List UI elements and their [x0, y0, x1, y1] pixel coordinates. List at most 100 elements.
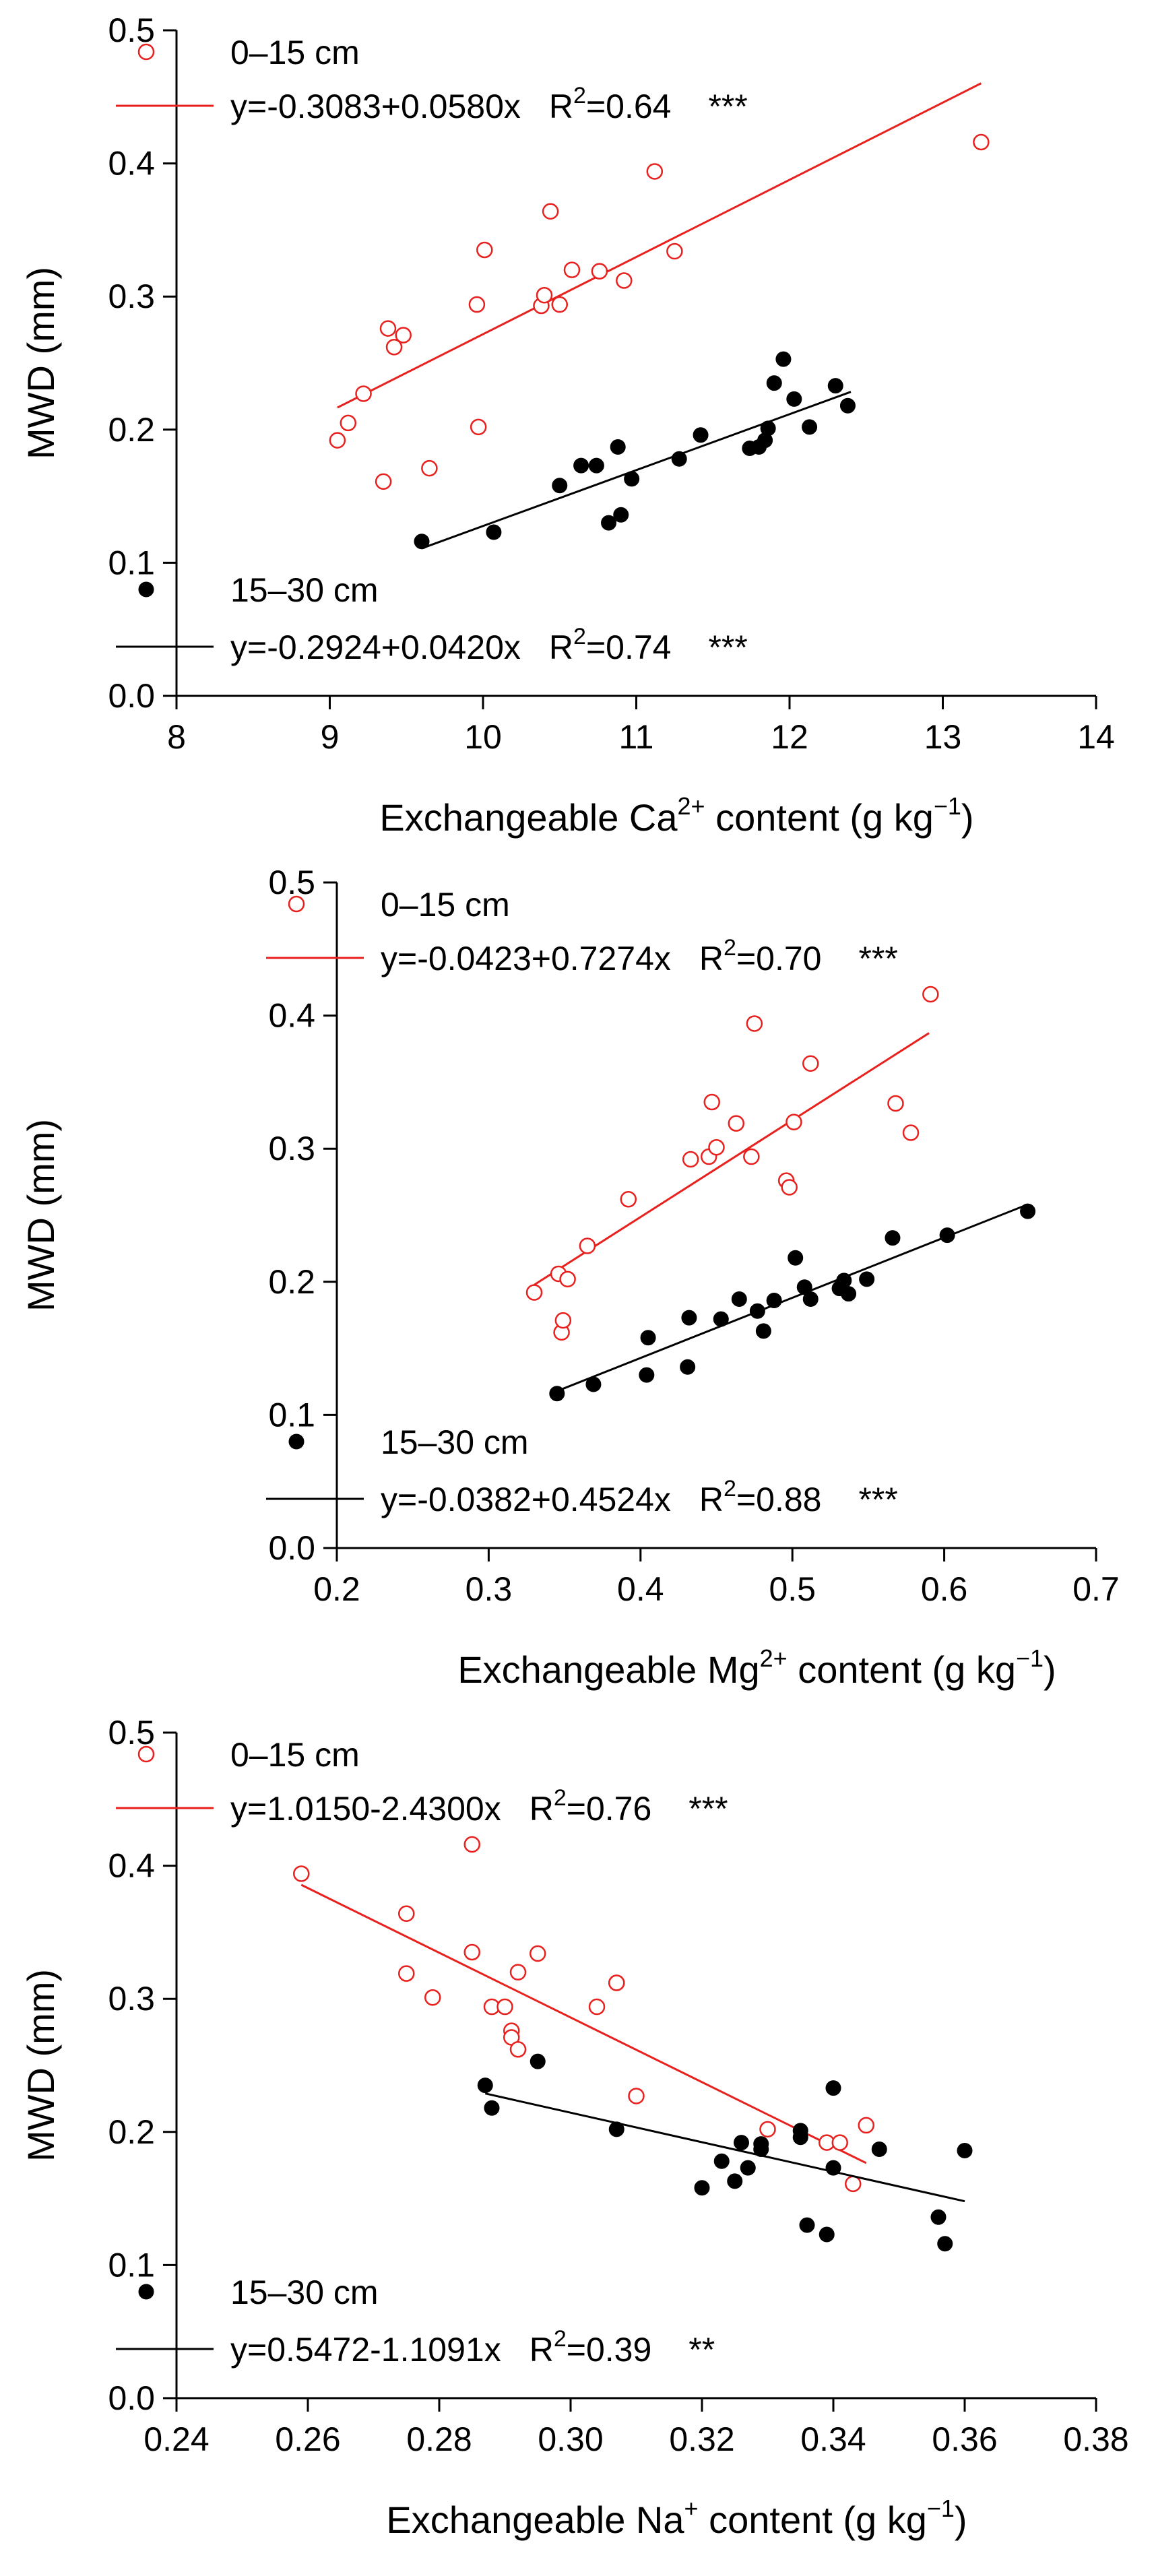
regression-equation: y=-0.3083+0.0580x R2=0.64 *** [230, 83, 748, 125]
data-point [713, 2153, 730, 2169]
data-point [476, 241, 493, 259]
data-point [845, 2175, 862, 2193]
x-tick-label: 10 [464, 718, 502, 756]
x-axis-label-close: ) [955, 2499, 967, 2541]
data-point [375, 473, 392, 490]
series-15-30cm: 15–30 cm y=-0.0382+0.4524x R2=0.88 *** [266, 1203, 1036, 1518]
r-squared-label: R [699, 1481, 724, 1518]
r-squared-superscript: 2 [554, 2326, 567, 2352]
data-point [640, 1330, 656, 1346]
legend-marker [138, 2284, 154, 2300]
r-squared-value: =0.70 [736, 940, 822, 977]
x-tick-label: 0.30 [538, 2420, 603, 2458]
data-point [858, 2117, 874, 2134]
data-point [552, 478, 568, 494]
regression-line [300, 1883, 867, 2164]
data-point [973, 133, 990, 151]
data-point [585, 1376, 602, 1392]
y-tick-label: 0.1 [268, 1396, 315, 1434]
data-point [839, 397, 856, 414]
x-axis-label-text: Exchangeable Ca [379, 796, 678, 839]
x-tick-label: 9 [321, 718, 340, 756]
data-point [708, 1138, 725, 1156]
x-axis-label-ion-superscript: + [684, 2494, 699, 2522]
data-point [825, 2080, 841, 2096]
equation-text: y=0.5472-1.1091x [230, 2331, 501, 2369]
scatter-chart-1: 8 9 10 11 12 13 14 0.0 0.1 0.2 0.3 0.4 0.5 MWD (mm) Ex… [20, 11, 1115, 839]
r-squared-value: =0.74 [586, 629, 672, 666]
scatter-chart-3: 0.24 0.26 0.28 0.30 0.32 0.34 0.36 0.380.00.10.… [20, 1714, 1129, 2541]
r-squared-value: =0.88 [736, 1481, 822, 1518]
data-point [666, 243, 683, 260]
y-tick-label: 0.4 [108, 145, 155, 183]
x-axis-label: Exchangeable Mg2+ content (g kg−1) [457, 1644, 1056, 1691]
series-15-30cm: 15–30 cm y=-0.2924+0.0420x R2=0.74 *** [116, 351, 856, 666]
y-tick-label: 0.4 [268, 997, 315, 1035]
x-tick-label: 12 [771, 718, 808, 756]
regression-line [337, 82, 982, 409]
x-axis-label-unit: content (g kg [705, 796, 934, 839]
r-squared-label: R [699, 940, 724, 977]
data-point [749, 1303, 765, 1319]
data-point [727, 2173, 743, 2189]
legend-marker [288, 1434, 304, 1450]
regression-equation: y=1.0150-2.4300x R2=0.76 *** [230, 1785, 728, 1828]
x-axis-label-unit-superscript: −1 [1016, 1644, 1044, 1672]
data-point [680, 1359, 696, 1375]
data-point [530, 2053, 546, 2069]
x-axis-label-unit-superscript: −1 [927, 2494, 955, 2522]
data-point [549, 1386, 565, 1402]
r-squared-label: R [549, 629, 573, 666]
data-point [588, 457, 604, 474]
x-tick-label: 13 [924, 718, 962, 756]
data-point [484, 2100, 500, 2116]
regression-equation: y=-0.2924+0.0420x R2=0.74 *** [230, 624, 748, 666]
x-tick-label: 0.34 [800, 2420, 866, 2458]
data-point [841, 1286, 857, 1302]
data-point [682, 1151, 699, 1168]
data-point [957, 2142, 973, 2158]
data-point [542, 203, 559, 220]
data-point [819, 2226, 835, 2243]
x-tick-label: 0.38 [1063, 2420, 1128, 2458]
x-axis-label-unit-superscript: −1 [934, 792, 961, 820]
x-axis-label-ion-superscript: 2+ [678, 792, 705, 820]
significance-stars: *** [708, 629, 747, 666]
y-tick-label: 0.5 [108, 11, 155, 49]
legend-marker [288, 895, 305, 913]
regression-equation: y=0.5472-1.1091x R2=0.39 ** [230, 2326, 715, 2369]
data-point [825, 2160, 841, 2176]
r-squared-superscript: 2 [573, 624, 586, 649]
data-point [859, 1271, 875, 1287]
data-point [766, 1292, 782, 1308]
y-tick-label: 0.0 [108, 2379, 155, 2417]
data-point [1020, 1203, 1036, 1219]
data-point [536, 286, 553, 304]
series-15-30cm: 15–30 cm y=0.5472-1.1091x R2=0.39 ** [116, 2053, 973, 2369]
data-point [759, 2121, 776, 2138]
y-tick-label: 0.1 [108, 544, 155, 581]
data-point [477, 2078, 493, 2094]
data-point [608, 1974, 625, 1991]
data-point [379, 320, 397, 337]
x-tick-label: 0.24 [143, 2420, 209, 2458]
x-axis-label: Exchangeable Ca2+ content (g kg−1) [379, 792, 973, 839]
x-tick-label: 0.26 [275, 2420, 340, 2458]
data-point [937, 2236, 953, 2252]
r-squared-value: =0.39 [567, 2331, 652, 2369]
regression-line [421, 391, 852, 550]
data-point [588, 1998, 606, 2016]
legend-label: 0–15 cm [381, 886, 510, 924]
data-point [398, 1905, 415, 1922]
data-point [398, 1965, 415, 1982]
data-point [786, 1114, 802, 1130]
x-axis-label-text: Exchangeable Na [386, 2499, 684, 2541]
x-axis-label-close: ) [1044, 1648, 1056, 1691]
r-squared-superscript: 2 [554, 1785, 567, 1811]
scatter-chart-2: 0.2 0.3 0.4 0.5 0.6 0.7 0.0 0.1 0.2 0.3 0.4 0.5 MWD … [20, 864, 1120, 1691]
equation-text: y=1.0150-2.4300x [230, 1790, 501, 1828]
data-point [646, 163, 664, 180]
y-tick-label: 0.2 [108, 2113, 155, 2151]
data-point [573, 457, 589, 474]
data-point [703, 1093, 720, 1111]
